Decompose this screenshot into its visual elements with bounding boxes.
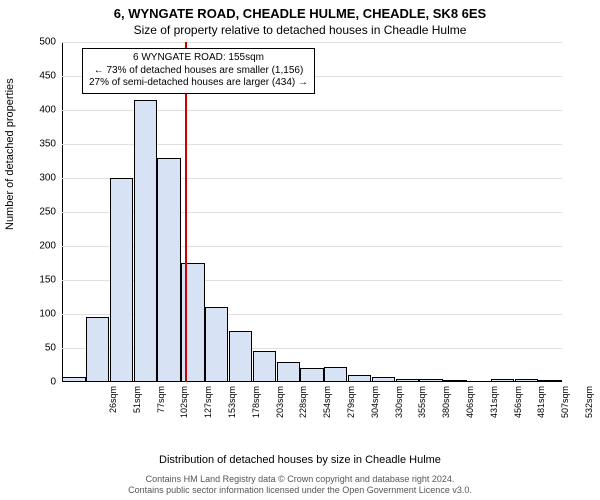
footer-line2: Contains public sector information licen… bbox=[0, 485, 600, 496]
footer-line1: Contains HM Land Registry data © Crown c… bbox=[0, 474, 600, 485]
y-axis-label: Number of detached properties bbox=[4, 78, 16, 230]
x-tick-label: 102sqm bbox=[179, 386, 189, 422]
histogram-bar bbox=[277, 362, 300, 382]
x-tick-label: 330sqm bbox=[394, 386, 404, 422]
y-tick-label: 250 bbox=[16, 207, 56, 218]
x-tick-label: 380sqm bbox=[441, 386, 451, 422]
histogram-bar bbox=[205, 307, 228, 382]
chart-plot-area: 0501001502002503003504004505006 WYNGATE … bbox=[62, 42, 562, 422]
histogram-bar bbox=[372, 377, 395, 382]
x-tick-label: 279sqm bbox=[346, 386, 356, 422]
histogram-bar bbox=[253, 351, 276, 382]
x-tick-label: 456sqm bbox=[513, 386, 523, 422]
page-title-line2: Size of property relative to detached ho… bbox=[0, 23, 600, 37]
x-tick-label: 26sqm bbox=[108, 386, 118, 422]
x-tick-label: 153sqm bbox=[227, 386, 237, 422]
x-tick-label: 304sqm bbox=[370, 386, 380, 422]
histogram-bar bbox=[134, 100, 157, 382]
x-tick-label: 481sqm bbox=[536, 386, 546, 422]
x-tick-label: 254sqm bbox=[322, 386, 332, 422]
y-tick-label: 450 bbox=[16, 71, 56, 82]
histogram-bar bbox=[86, 317, 109, 382]
x-tick-label: 127sqm bbox=[203, 386, 213, 422]
y-tick-label: 150 bbox=[16, 275, 56, 286]
histogram-bar bbox=[229, 331, 252, 382]
chart-grid: 0501001502002503003504004505006 WYNGATE … bbox=[62, 42, 562, 382]
x-tick-label: 355sqm bbox=[417, 386, 427, 422]
annotation-line: ← 73% of detached houses are smaller (1,… bbox=[89, 65, 308, 78]
histogram-bar bbox=[348, 375, 371, 382]
histogram-bar bbox=[110, 178, 133, 382]
histogram-bar bbox=[62, 377, 85, 382]
title-block: 6, WYNGATE ROAD, CHEADLE HULME, CHEADLE,… bbox=[0, 0, 600, 37]
histogram-bar bbox=[443, 380, 466, 382]
y-tick-label: 200 bbox=[16, 241, 56, 252]
annotation-box: 6 WYNGATE ROAD: 155sqm← 73% of detached … bbox=[82, 48, 315, 94]
x-tick-label: 507sqm bbox=[560, 386, 570, 422]
x-axis-label: Distribution of detached houses by size … bbox=[0, 454, 600, 466]
page-title-line1: 6, WYNGATE ROAD, CHEADLE HULME, CHEADLE,… bbox=[0, 6, 600, 21]
y-tick-label: 300 bbox=[16, 173, 56, 184]
histogram-bar bbox=[515, 379, 538, 382]
annotation-line: 6 WYNGATE ROAD: 155sqm bbox=[89, 52, 308, 65]
x-tick-label: 178sqm bbox=[251, 386, 261, 422]
histogram-bar bbox=[396, 379, 419, 382]
histogram-bar bbox=[491, 379, 514, 382]
x-tick-label: 532sqm bbox=[584, 386, 594, 422]
x-tick-label: 77sqm bbox=[156, 386, 166, 422]
footer-attribution: Contains HM Land Registry data © Crown c… bbox=[0, 474, 600, 497]
y-tick-label: 500 bbox=[16, 37, 56, 48]
annotation-line: 27% of semi-detached houses are larger (… bbox=[89, 77, 308, 90]
x-tick-label: 203sqm bbox=[275, 386, 285, 422]
histogram-bar bbox=[157, 158, 180, 382]
histogram-bar bbox=[300, 368, 323, 382]
x-tick-label: 51sqm bbox=[132, 386, 142, 422]
y-tick-label: 100 bbox=[16, 309, 56, 320]
histogram-bar bbox=[324, 367, 347, 382]
gridline bbox=[62, 42, 562, 43]
y-tick-label: 50 bbox=[16, 343, 56, 354]
y-tick-label: 400 bbox=[16, 105, 56, 116]
histogram-bar bbox=[419, 379, 442, 382]
y-tick-label: 0 bbox=[16, 377, 56, 388]
y-tick-label: 350 bbox=[16, 139, 56, 150]
x-tick-labels: 26sqm 51sqm 77sqm 102sqm 127sqm 153sqm 178sqm 2… bbox=[62, 384, 562, 420]
x-tick-label: 431sqm bbox=[489, 386, 499, 422]
x-tick-label: 228sqm bbox=[298, 386, 308, 422]
histogram-bar bbox=[538, 380, 561, 382]
x-tick-label: 406sqm bbox=[465, 386, 475, 422]
